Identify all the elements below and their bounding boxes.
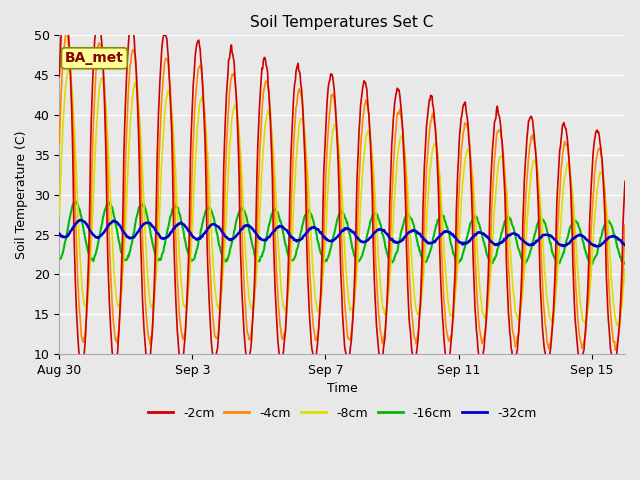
Text: BA_met: BA_met <box>65 51 124 65</box>
Y-axis label: Soil Temperature (C): Soil Temperature (C) <box>15 131 28 259</box>
X-axis label: Time: Time <box>327 383 358 396</box>
Title: Soil Temperatures Set C: Soil Temperatures Set C <box>250 15 434 30</box>
Legend: -2cm, -4cm, -8cm, -16cm, -32cm: -2cm, -4cm, -8cm, -16cm, -32cm <box>143 402 541 425</box>
